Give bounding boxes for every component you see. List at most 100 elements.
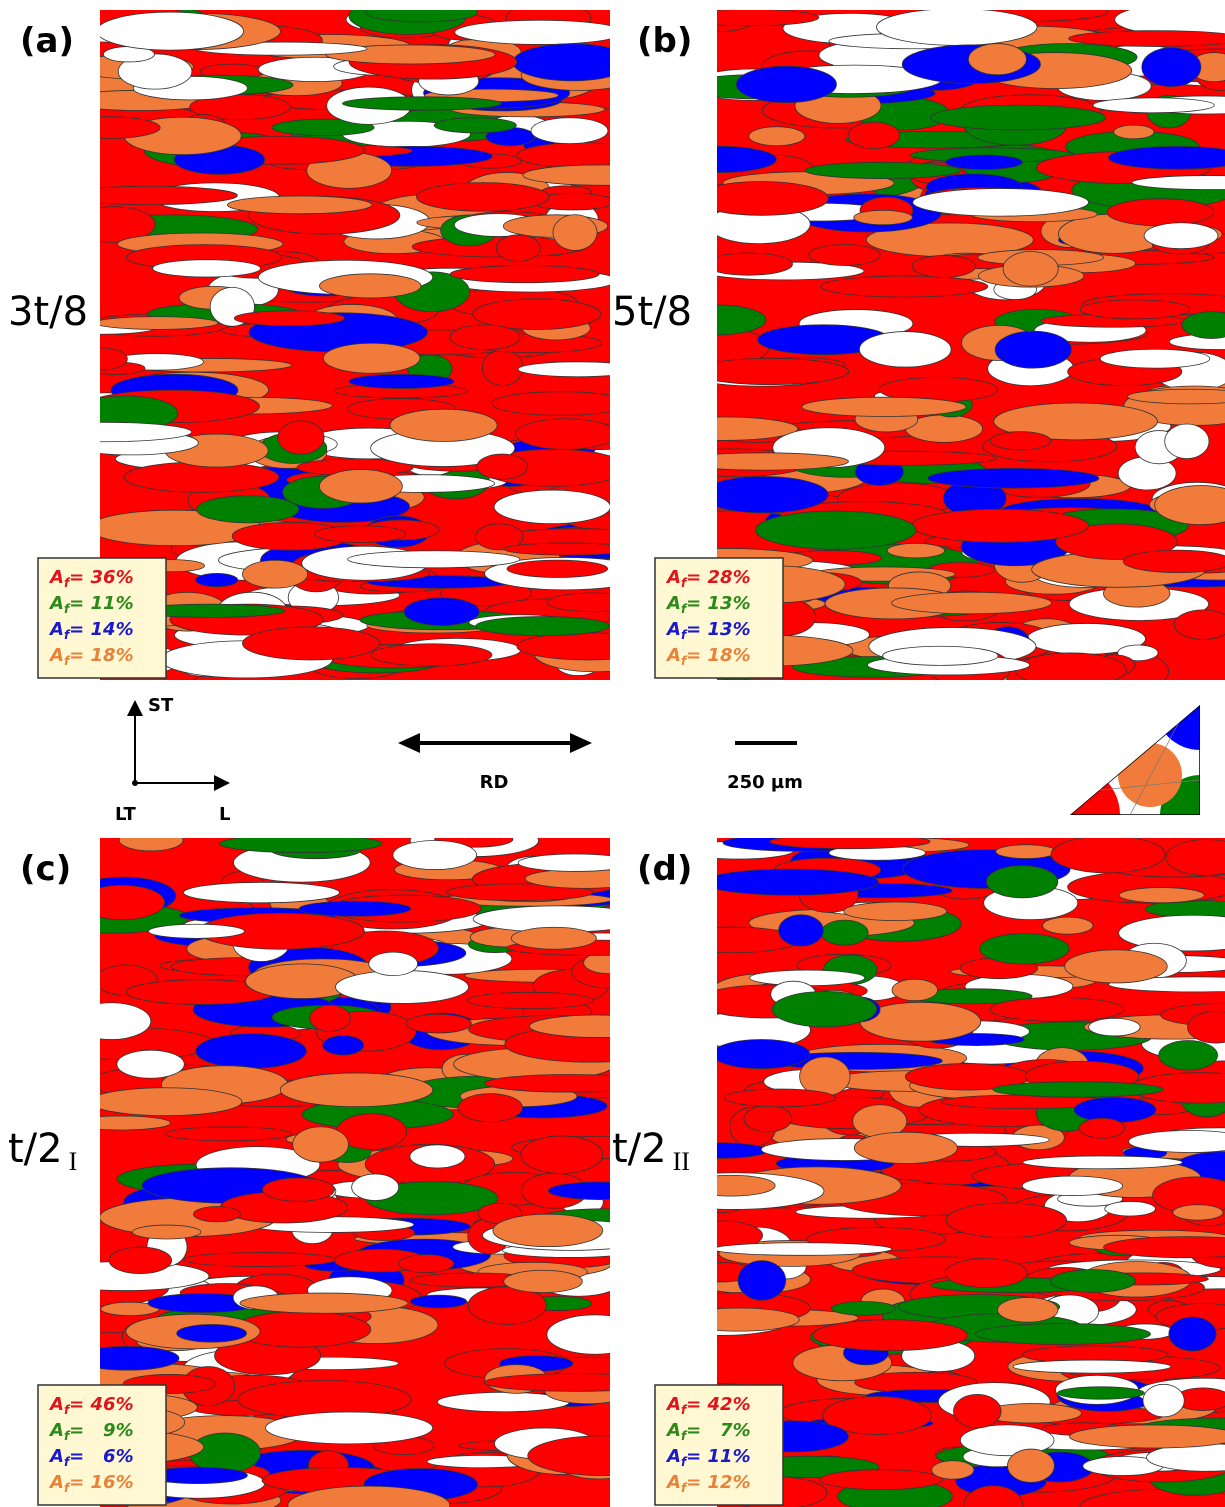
grain bbox=[911, 508, 1089, 543]
grain bbox=[474, 523, 524, 551]
grain bbox=[445, 883, 594, 902]
grain bbox=[831, 1301, 897, 1316]
grain bbox=[100, 1087, 243, 1117]
grain bbox=[108, 1246, 172, 1275]
grain bbox=[527, 1435, 610, 1476]
grain bbox=[530, 117, 609, 145]
grain bbox=[403, 597, 480, 627]
axes-legend: ST LT L bbox=[115, 695, 230, 825]
grain bbox=[1106, 198, 1215, 227]
grain bbox=[193, 1206, 241, 1223]
grain bbox=[100, 421, 193, 443]
grain bbox=[743, 1105, 793, 1133]
grain bbox=[1173, 609, 1225, 640]
fraction-symbol: A bbox=[665, 1472, 681, 1493]
grain bbox=[1002, 251, 1059, 287]
fraction-box bbox=[654, 557, 784, 679]
grain bbox=[717, 252, 793, 276]
grain bbox=[322, 1035, 365, 1056]
fraction-symbol: A bbox=[665, 593, 681, 614]
grain bbox=[277, 420, 325, 455]
grain bbox=[416, 182, 550, 212]
grain bbox=[131, 1224, 202, 1240]
fraction-subscript: f bbox=[64, 602, 71, 616]
grain bbox=[449, 265, 600, 284]
grain bbox=[347, 550, 521, 569]
ipf-triangle bbox=[1070, 705, 1200, 815]
area-fraction: Af= 11% bbox=[665, 1446, 751, 1469]
area-fraction: Af= 28% bbox=[665, 567, 751, 590]
fraction-subscript: f bbox=[64, 628, 71, 642]
scale-bar: 250 µm bbox=[727, 741, 803, 793]
grain bbox=[882, 645, 999, 666]
grain bbox=[1117, 644, 1159, 662]
grain bbox=[717, 1174, 776, 1197]
grain bbox=[1143, 222, 1219, 250]
grain bbox=[481, 349, 524, 386]
fraction-value: = 12% bbox=[686, 1472, 750, 1493]
fraction-symbol: A bbox=[665, 567, 681, 588]
orientation-map bbox=[717, 838, 1225, 1507]
orientation-map bbox=[100, 10, 610, 680]
grain bbox=[927, 467, 1100, 489]
grain bbox=[931, 1460, 975, 1480]
grain bbox=[1022, 1155, 1183, 1170]
area-fraction: Af= 18% bbox=[665, 645, 751, 668]
grain bbox=[1042, 916, 1094, 935]
area-fraction: Af= 16% bbox=[48, 1472, 134, 1495]
grain bbox=[717, 1242, 893, 1256]
grain bbox=[233, 310, 345, 327]
area-fraction: Af= 6% bbox=[48, 1446, 134, 1469]
fraction-symbol: A bbox=[665, 619, 681, 640]
fraction-subscript: f bbox=[681, 628, 688, 642]
grain bbox=[1007, 1448, 1055, 1483]
grain bbox=[1078, 1117, 1126, 1139]
fraction-value: = 9% bbox=[69, 1420, 133, 1441]
grain bbox=[1104, 1201, 1156, 1217]
grain bbox=[1088, 1017, 1141, 1037]
grain bbox=[1172, 1204, 1224, 1221]
grain bbox=[769, 838, 931, 850]
grain bbox=[476, 453, 528, 480]
grain bbox=[822, 1395, 932, 1435]
grain bbox=[1055, 523, 1178, 560]
grain bbox=[1068, 30, 1225, 47]
arrow-head bbox=[570, 733, 592, 753]
grain bbox=[457, 1093, 523, 1123]
grain bbox=[100, 11, 244, 51]
grain bbox=[717, 868, 879, 896]
fraction-subscript: f bbox=[681, 654, 688, 668]
fraction-symbol: A bbox=[48, 1446, 64, 1467]
grain bbox=[342, 96, 502, 111]
fraction-subscript: f bbox=[681, 1403, 688, 1417]
grain bbox=[335, 970, 469, 1004]
fraction-symbol: A bbox=[48, 1394, 64, 1415]
grain bbox=[548, 1181, 610, 1200]
grain bbox=[100, 1002, 152, 1040]
fraction-value: = 13% bbox=[686, 619, 750, 640]
grain bbox=[990, 431, 1052, 451]
rd-arrow: RD bbox=[398, 733, 592, 793]
grain bbox=[1050, 1269, 1136, 1293]
grain bbox=[351, 1173, 400, 1201]
grain bbox=[520, 1135, 603, 1174]
grain bbox=[1118, 914, 1225, 952]
grain bbox=[1108, 145, 1225, 170]
fraction-symbol: A bbox=[665, 1420, 681, 1441]
fraction-symbol: A bbox=[665, 1446, 681, 1467]
axis-label: L bbox=[219, 804, 230, 825]
grain bbox=[724, 1088, 836, 1108]
grain bbox=[717, 357, 850, 386]
grain bbox=[1069, 1424, 1225, 1449]
grain bbox=[484, 1074, 610, 1093]
grain bbox=[1131, 175, 1225, 190]
grain bbox=[1122, 549, 1225, 574]
grain bbox=[454, 19, 610, 45]
grain bbox=[271, 118, 375, 137]
grain bbox=[100, 884, 166, 921]
grain bbox=[517, 853, 610, 872]
grain bbox=[953, 1393, 1002, 1429]
position-main: t/2 bbox=[8, 1126, 63, 1172]
grain bbox=[348, 373, 455, 389]
